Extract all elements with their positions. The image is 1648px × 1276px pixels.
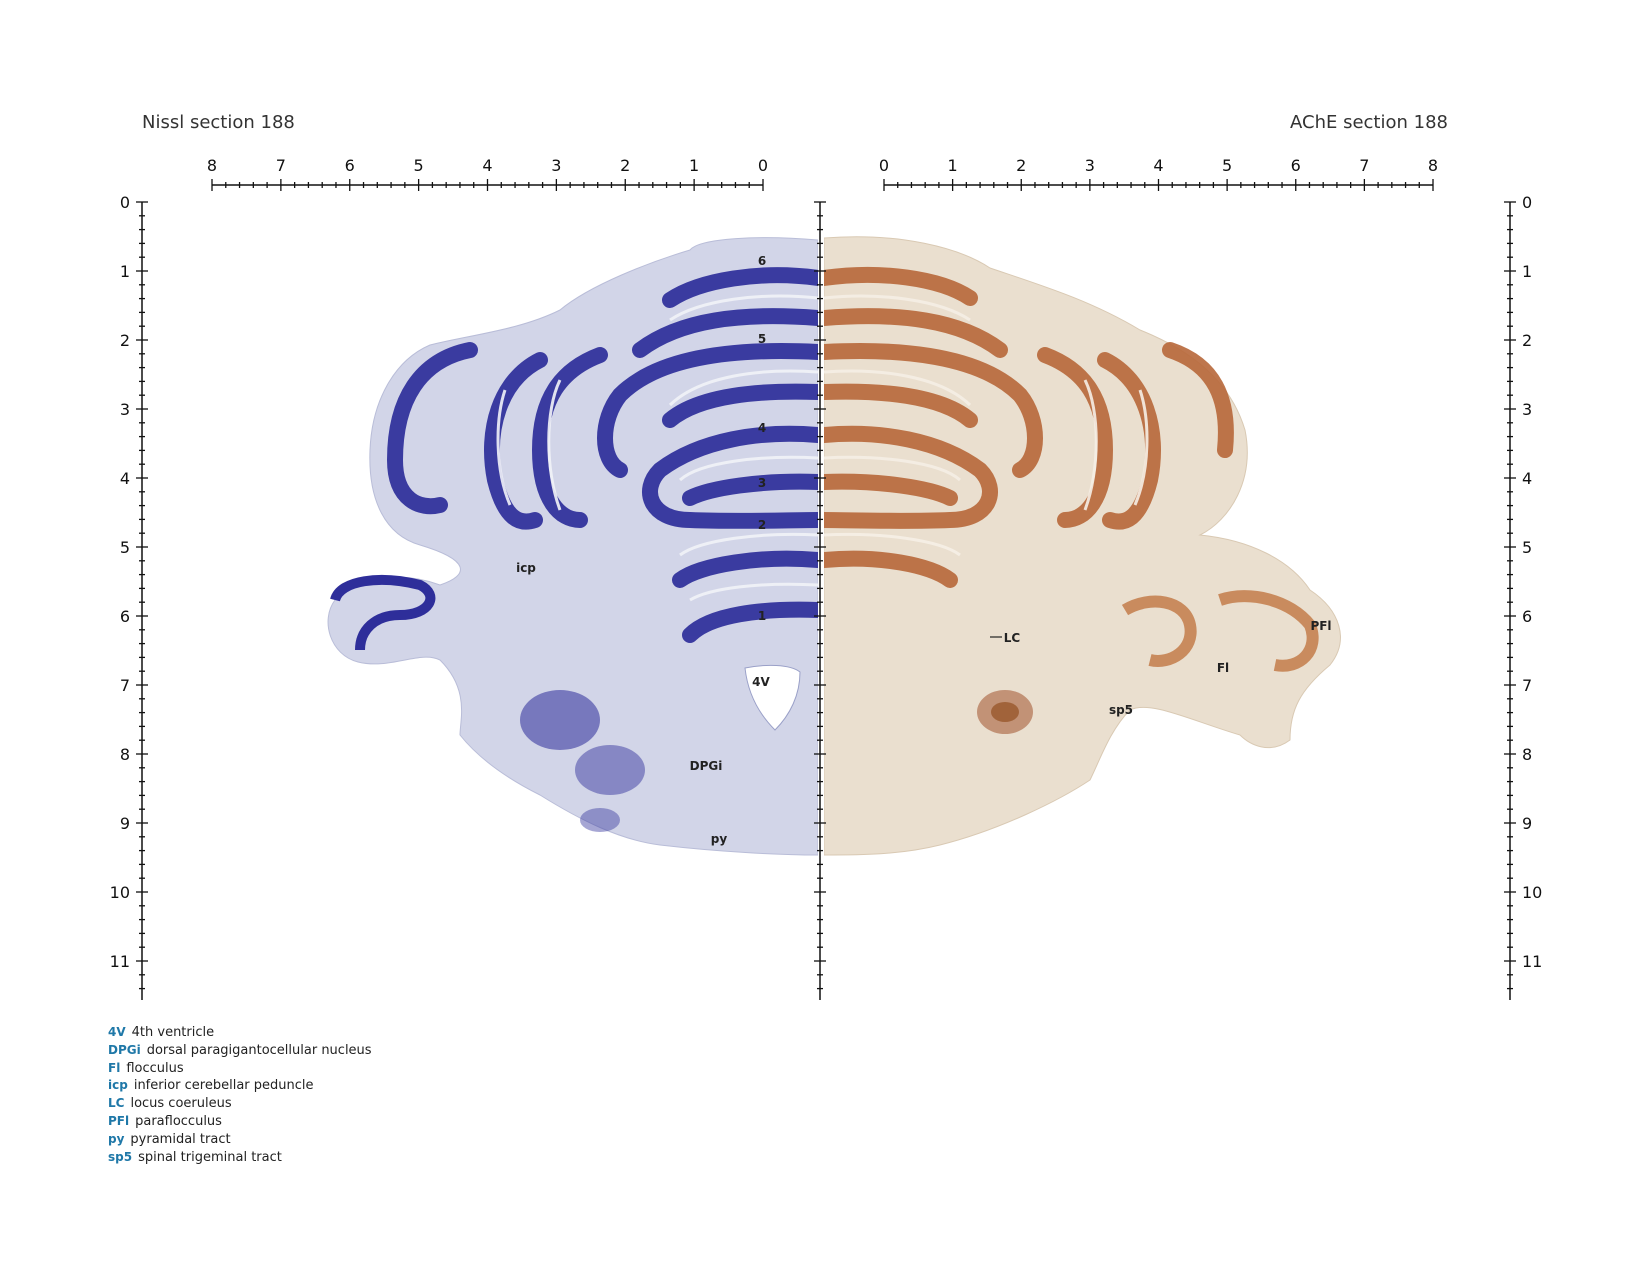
legend-item: icp inferior cerebellar peduncle [108,1077,372,1095]
lobule-label-4: 4 [758,421,766,435]
scale-tick-label: 3 [551,156,561,175]
legend-description: inferior cerebellar peduncle [133,1078,314,1094]
scale-tick-label: 6 [120,607,130,626]
legend-abbreviation: 4V [108,1025,126,1039]
pfl-label: PFl [1310,619,1331,633]
legend-abbreviation: sp5 [108,1149,133,1164]
lobule-label-2: 2 [758,518,766,532]
scale-tick-label: 11 [1522,952,1542,971]
legend-abbreviation: DPGi [108,1042,141,1057]
scale-tick-label: 0 [758,156,768,175]
scale-tick-label: 1 [1522,262,1532,281]
lc-label: LC [1004,631,1021,645]
scale-tick-label: 10 [110,883,130,902]
vertical-scale-middle [814,201,826,1000]
legend-item: py pyramidal tract [108,1131,372,1149]
scale-tick-label: 4 [482,156,492,175]
scale-tick-label: 6 [1291,156,1301,175]
horizontal-scale-right: 0 1 2 3 4 5 6 7 8 [879,156,1438,191]
ache-tissue-image [824,236,1341,856]
scale-tick-label: 5 [1222,156,1232,175]
legend-abbreviation: py [108,1131,125,1146]
scale-tick-label: 7 [120,676,130,695]
scale-tick-label: 9 [1522,814,1532,833]
scale-tick-label: 2 [120,331,130,350]
legend-abbreviation: LC [108,1096,125,1111]
scale-tick-label: 1 [948,156,958,175]
scale-tick-label: 0 [1522,193,1532,212]
nissl-tissue-image [327,237,818,856]
legend-abbreviation: icp [108,1078,128,1093]
scale-tick-label: 5 [414,156,424,175]
lobule-label-5: 5 [758,332,766,346]
sp5-label: sp5 [1109,703,1133,717]
scale-tick-label: 8 [207,156,217,175]
scale-tick-label: 5 [120,538,130,557]
scale-tick-label: 2 [1522,331,1532,350]
scale-tick-label: 9 [120,814,130,833]
scale-tick-label: 3 [120,400,130,419]
legend-item: DPGi dorsal paragigantocellular nucleus [108,1042,372,1060]
legend-description: flocculus [126,1060,184,1076]
legend-description: pyramidal tract [130,1131,231,1147]
scale-tick-label: 4 [1522,469,1532,488]
scale-tick-label: 8 [120,745,130,764]
scale-tick-label: 2 [620,156,630,175]
legend-abbreviation: Fl [108,1060,121,1075]
scale-tick-label: 10 [1522,883,1542,902]
vertical-scale-right: 0 1 2 3 4 5 6 7 8 9 10 11 [1504,193,1542,1000]
scale-tick-label: 4 [120,469,130,488]
scale-tick-label: 11 [110,952,130,971]
legend-item: sp5 spinal trigeminal tract [108,1149,372,1167]
scale-tick-label: 1 [689,156,699,175]
scale-tick-label: 8 [1428,156,1438,175]
py-label: py [711,832,728,846]
scale-tick-label: 2 [1016,156,1026,175]
dpgi-label: DPGi [690,759,723,773]
scale-tick-label: 7 [1522,676,1532,695]
icp-label: icp [516,561,536,575]
scale-tick-label: 7 [1359,156,1369,175]
legend-description: locus coeruleus [130,1096,232,1112]
nissl-section-title: Nissl section 188 [142,112,295,133]
abbreviation-legend: 4V 4th ventricle DPGi dorsal paragigantocel… [108,1024,372,1166]
legend-description: dorsal paragigantocellular nucleus [146,1042,372,1058]
scale-tick-label: 1 [120,262,130,281]
lobule-label-1: 1 [758,609,766,623]
legend-description: spinal trigeminal tract [138,1149,282,1165]
legend-item: PFl paraflocculus [108,1113,372,1131]
legend-description: paraflocculus [135,1113,222,1129]
vertical-scale-left: 0 1 2 3 4 5 6 7 8 9 10 11 [110,193,148,1000]
scale-tick-label: 6 [345,156,355,175]
scale-tick-label: 0 [879,156,889,175]
scale-tick-label: 0 [120,193,130,212]
scale-tick-label: 7 [276,156,286,175]
horizontal-scale-left: 8 7 6 5 4 3 2 1 0 [207,156,768,191]
scale-tick-label: 3 [1522,400,1532,419]
scale-tick-label: 4 [1153,156,1163,175]
legend-item: Fl flocculus [108,1060,372,1078]
lobule-label-6: 6 [758,254,766,268]
scale-tick-label: 6 [1522,607,1532,626]
legend-description: 4th ventricle [131,1025,215,1040]
lobule-label-3: 3 [758,476,766,490]
ache-section-title: AChE section 188 [1290,112,1448,133]
legend-abbreviation: PFl [108,1113,130,1128]
legend-item: LC locus coeruleus [108,1095,372,1113]
scale-tick-label: 8 [1522,745,1532,764]
legend-item: 4V 4th ventricle [108,1024,372,1042]
scale-tick-label: 3 [1085,156,1095,175]
ventricle-label: 4V [752,675,770,689]
scale-tick-label: 5 [1522,538,1532,557]
fl-label: Fl [1217,661,1229,675]
